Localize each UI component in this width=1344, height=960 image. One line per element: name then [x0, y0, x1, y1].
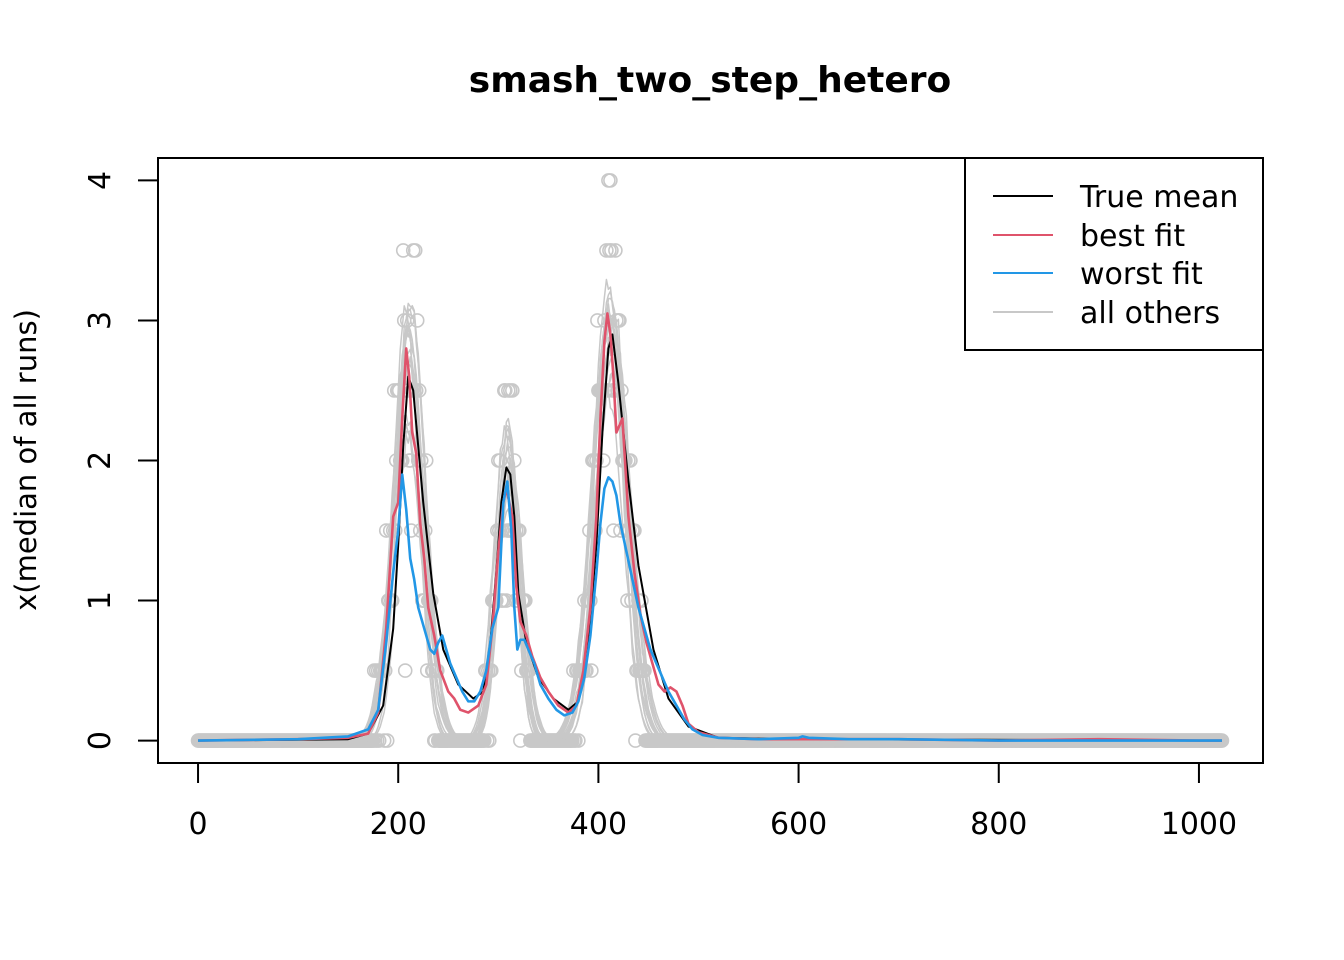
observation-point	[403, 523, 419, 538]
legend-label-best-fit: best fit	[1080, 219, 1185, 254]
x-tick-label: 400	[570, 807, 627, 842]
y-tick-label: 1	[83, 591, 118, 610]
best-fit-line	[198, 312, 1222, 742]
x-tick-label: 0	[188, 807, 207, 842]
x-tick-label: 600	[770, 807, 827, 842]
highlighted-fit-lines	[198, 312, 1222, 742]
true-mean-line	[198, 333, 1222, 742]
observation-point	[571, 733, 586, 748]
observation-point	[481, 733, 497, 748]
x-tick-label: 1000	[1161, 807, 1237, 842]
x-tick-label: 200	[370, 807, 427, 842]
observation-point	[596, 453, 611, 468]
legend-label-all-others: all others	[1080, 296, 1220, 331]
y-tick-label: 4	[83, 171, 118, 190]
observation-point	[590, 313, 605, 328]
legend-box	[964, 157, 1264, 351]
x-tick-label: 800	[970, 807, 1027, 842]
observation-point	[608, 243, 623, 258]
y-tick-label: 0	[83, 731, 118, 750]
observation-point	[505, 383, 520, 398]
observation-point	[379, 733, 395, 748]
y-axis: 0 1 2 3 4	[83, 171, 159, 750]
x-axis: 0 200 400 600 800 1000	[188, 762, 1237, 842]
y-tick-label: 2	[83, 451, 118, 470]
legend-label-true-mean: True mean	[1079, 180, 1238, 215]
observation-point	[395, 243, 411, 258]
observation-point	[407, 243, 423, 258]
legend: True mean best fit worst fit all others	[964, 157, 1264, 351]
y-axis-label: x(median of all runs)	[9, 309, 43, 611]
observation-point	[371, 733, 387, 748]
observation-point	[604, 243, 619, 258]
observation-point	[397, 663, 413, 678]
observation-point	[409, 313, 425, 328]
legend-label-worst-fit: worst fit	[1080, 257, 1203, 292]
worst-fit-line	[198, 473, 1222, 742]
y-tick-label: 3	[83, 311, 118, 330]
observation-point	[603, 173, 618, 188]
chart-title: smash_two_step_hetero	[469, 60, 951, 101]
